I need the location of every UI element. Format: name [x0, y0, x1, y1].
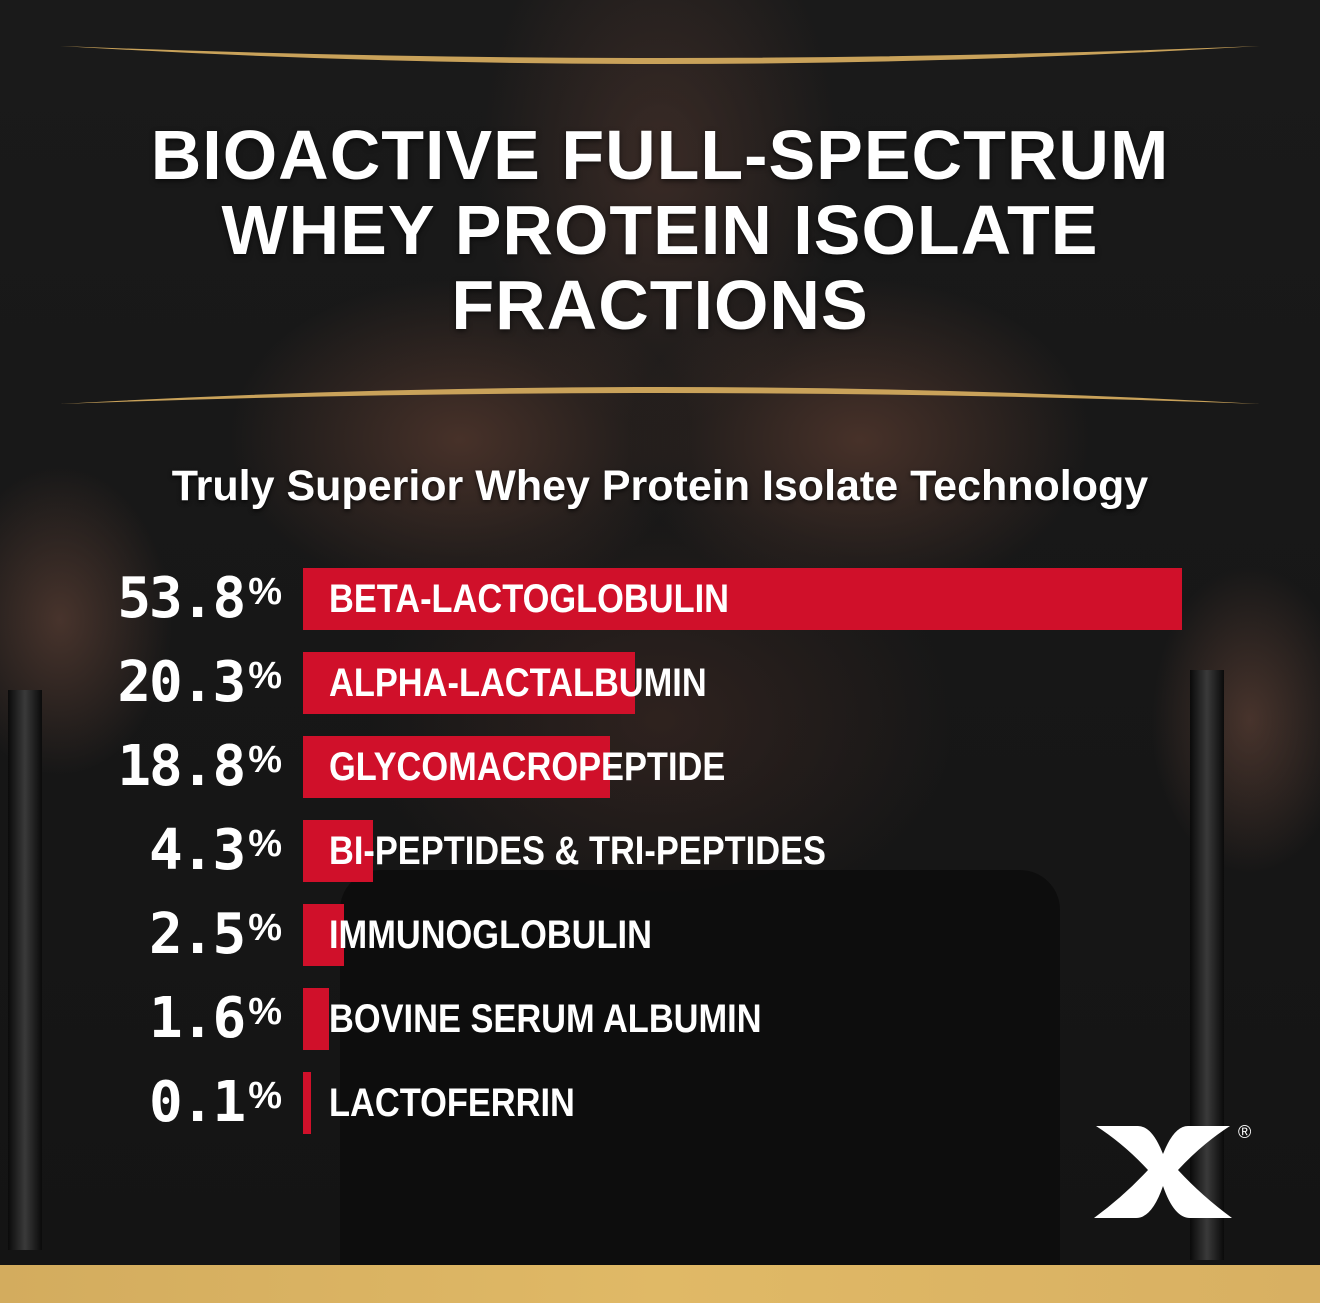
- percent-sign: %: [248, 1075, 282, 1117]
- gold-footer-band: [0, 1265, 1320, 1303]
- category-label: ALPHA-LACTALBUMIN: [329, 661, 707, 705]
- category-label: BI-PEPTIDES & TRI-PEPTIDES: [329, 829, 826, 873]
- title-line: WHEY PROTEIN ISOLATE: [221, 191, 1099, 269]
- bar: [303, 736, 611, 798]
- value-number: 53.8: [117, 566, 246, 631]
- category-label: BOVINE SERUM ALBUMIN: [329, 997, 762, 1041]
- page-title: BIOACTIVE FULL-SPECTRUM WHEY PROTEIN ISO…: [0, 118, 1320, 343]
- bar: [303, 652, 635, 714]
- percent-sign: %: [248, 907, 282, 949]
- value-number: 18.8: [117, 734, 246, 799]
- chart-row: 2.5% IMMUNOGLOBULIN: [0, 903, 1320, 967]
- athlete-shorts: [340, 870, 1060, 1270]
- category-label: BETA-LACTOGLOBULIN: [329, 577, 730, 621]
- percent-sign: %: [248, 991, 282, 1033]
- value-label: 0.1%: [149, 1070, 282, 1135]
- value-number: 4.3: [149, 818, 246, 883]
- value-number: 2.5: [149, 902, 246, 967]
- chart-row: 4.3% BI-PEPTIDES & TRI-PEPTIDES: [0, 819, 1320, 883]
- category-label: GLYCOMACROPEPTIDE: [329, 745, 726, 789]
- chart-row: 0.1% LACTOFERRIN: [0, 1071, 1320, 1135]
- percent-sign: %: [248, 739, 282, 781]
- chart-row: 1.6% BOVINE SERUM ALBUMIN: [0, 987, 1320, 1051]
- value-label: 2.5%: [149, 902, 282, 967]
- bar: [303, 820, 374, 882]
- bar-pole-left: [8, 690, 42, 1250]
- value-number: 0.1: [149, 1070, 246, 1135]
- title-line: BIOACTIVE FULL-SPECTRUM: [150, 116, 1170, 194]
- gold-divider-top: [60, 46, 1260, 64]
- category-label: IMMUNOGLOBULIN: [329, 913, 652, 957]
- chart-row: 53.8% BETA-LACTOGLOBULIN: [0, 567, 1320, 631]
- value-label: 18.8%: [117, 734, 282, 799]
- value-label: 20.3%: [117, 650, 282, 715]
- chart-row: 18.8% GLYCOMACROPEPTIDE: [0, 735, 1320, 799]
- value-label: 53.8%: [117, 566, 282, 631]
- value-label: 4.3%: [149, 818, 282, 883]
- bar: [303, 1072, 311, 1134]
- percent-sign: %: [248, 571, 282, 613]
- title-line: FRACTIONS: [451, 266, 869, 344]
- registered-mark: ®: [1238, 1122, 1252, 1142]
- bar-pole-right: [1190, 670, 1224, 1260]
- x-logo-icon: [1094, 1126, 1232, 1218]
- bar: [303, 904, 344, 966]
- category-label: LACTOFERRIN: [329, 1081, 575, 1125]
- gold-divider-bottom: [60, 387, 1260, 404]
- value-number: 20.3: [117, 650, 246, 715]
- subtitle: Truly Superior Whey Protein Isolate Tech…: [171, 462, 1149, 510]
- percent-sign: %: [248, 823, 282, 865]
- bar: [303, 568, 1182, 630]
- percent-sign: %: [248, 655, 282, 697]
- bar: [303, 988, 330, 1050]
- chart-row: 20.3% ALPHA-LACTALBUMIN: [0, 651, 1320, 715]
- value-label: 1.6%: [149, 986, 282, 1051]
- value-number: 1.6: [149, 986, 246, 1051]
